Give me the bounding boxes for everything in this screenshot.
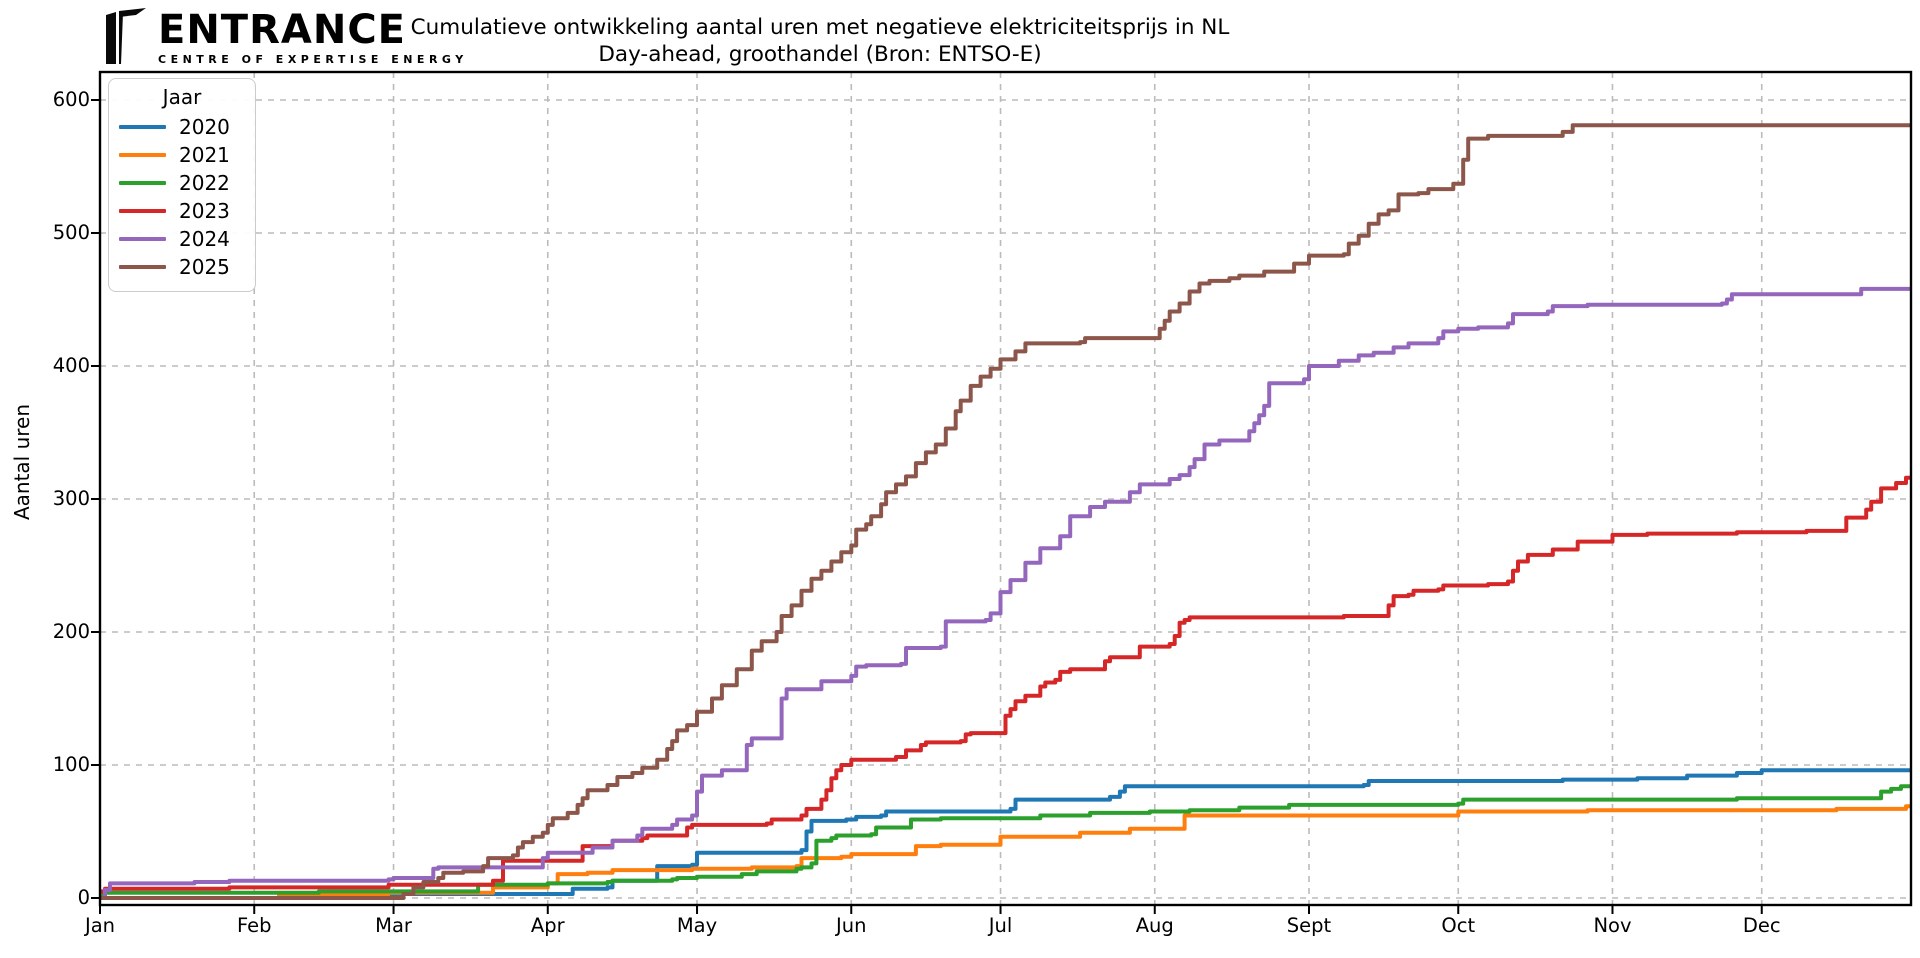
x-tick-label-dec: Dec <box>1742 914 1781 937</box>
legend-entries: 2020 2021 2022 2023 2024 2025 <box>119 113 245 281</box>
legend-swatch-2024 <box>119 237 166 241</box>
x-tick-label-aug: Aug <box>1135 914 1174 937</box>
x-tick-label-oct: Oct <box>1441 914 1476 937</box>
entrance-door-icon <box>106 8 146 64</box>
x-tick-label-sept: Sept <box>1286 914 1332 937</box>
legend-label-2025: 2025 <box>179 255 230 279</box>
legend-swatch-2022 <box>119 181 166 185</box>
entrance-logo: ENTRANCE CENTRE OF EXPERTISE ENERGY <box>106 8 468 66</box>
legend-label-2021: 2021 <box>179 143 230 167</box>
legend-swatch-2023 <box>119 209 166 213</box>
x-tick-label-nov: Nov <box>1593 914 1632 937</box>
x-tick-label-feb: Feb <box>236 914 272 937</box>
legend-swatch-2021 <box>119 153 166 157</box>
legend: Jaar 2020 2021 2022 2023 2024 2025 <box>108 78 256 292</box>
legend-label-2024: 2024 <box>179 227 230 251</box>
y-tick-label-0: 0 <box>77 886 90 909</box>
x-tick-label-apr: Apr <box>530 914 565 937</box>
series-line-2021 <box>100 804 1911 900</box>
logo-text: ENTRANCE CENTRE OF EXPERTISE ENERGY <box>158 8 468 66</box>
series-line-2023 <box>100 475 1911 894</box>
y-tick-label-300: 300 <box>52 487 90 510</box>
legend-entry-2021: 2021 <box>119 141 245 169</box>
legend-entry-2020: 2020 <box>119 113 245 141</box>
legend-label-2023: 2023 <box>179 199 230 223</box>
series-line-2024 <box>100 286 1911 900</box>
legend-entry-2023: 2023 <box>119 197 245 225</box>
legend-entry-2025: 2025 <box>119 253 245 281</box>
y-tick-label-500: 500 <box>52 221 90 244</box>
legend-swatch-2020 <box>119 125 166 129</box>
legend-label-2022: 2022 <box>179 171 230 195</box>
x-tick-label-may: May <box>676 914 718 937</box>
chart-title: Cumulatieve ontwikkeling aantal uren met… <box>340 14 1300 68</box>
x-tick-label-jul: Jul <box>988 914 1013 937</box>
logo-brand: ENTRANCE <box>158 7 406 53</box>
axes-spines <box>98 70 1913 907</box>
x-tick-label-jan: Jan <box>84 914 116 937</box>
series-line-2025 <box>100 123 1911 900</box>
y-tick-label-600: 600 <box>52 88 90 111</box>
legend-title: Jaar <box>162 85 202 109</box>
logo-tagline: CENTRE OF EXPERTISE ENERGY <box>158 53 468 66</box>
x-tick-label-jun: Jun <box>836 914 867 937</box>
series-line-2022 <box>100 784 1911 896</box>
y-tick-label-100: 100 <box>52 753 90 776</box>
legend-swatch-2025 <box>119 265 166 269</box>
y-tick-label-200: 200 <box>52 620 90 643</box>
legend-entry-2024: 2024 <box>119 225 245 253</box>
x-tick-label-mar: Mar <box>375 914 412 937</box>
legend-entry-2022: 2022 <box>119 169 245 197</box>
legend-label-2020: 2020 <box>179 115 230 139</box>
chart-title-line2: Day-ahead, groothandel (Bron: ENTSO-E) <box>598 42 1042 67</box>
y-tick-label-400: 400 <box>52 354 90 377</box>
chart-title-line1: Cumulatieve ontwikkeling aantal uren met… <box>410 15 1230 40</box>
